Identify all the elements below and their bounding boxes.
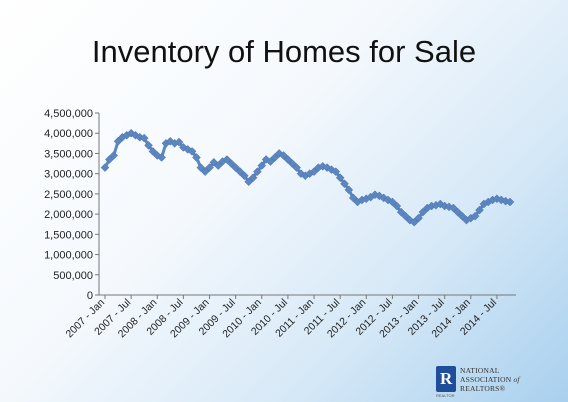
data-point	[235, 167, 245, 176]
data-point	[253, 167, 262, 176]
data-point	[292, 163, 301, 172]
y-tick-label: 1,000,000	[44, 250, 93, 262]
data-point	[335, 173, 345, 183]
logo-mark: R	[440, 369, 453, 388]
data-point	[200, 167, 210, 176]
data-point	[266, 157, 275, 166]
data-point	[148, 147, 158, 156]
data-point	[409, 217, 419, 227]
data-point	[401, 211, 410, 221]
data-point	[344, 185, 354, 195]
data-point	[187, 147, 197, 156]
data-point	[414, 213, 423, 223]
data-point	[287, 159, 297, 168]
data-point	[331, 167, 341, 176]
data-point	[475, 205, 484, 215]
logo-text: NATIONAL ASSOCIATION of REALTORS®	[460, 366, 520, 393]
data-point	[144, 141, 153, 150]
data-point	[105, 155, 114, 164]
logo-line3: REALTORS®	[460, 384, 506, 393]
data-point	[213, 161, 223, 170]
data-point	[348, 193, 358, 203]
logo-line2-suffix: of	[513, 375, 520, 384]
data-point	[222, 155, 232, 164]
y-tick-label: 3,000,000	[44, 169, 93, 181]
data-point	[388, 197, 397, 207]
data-point	[270, 153, 280, 162]
data-point	[192, 153, 201, 162]
data-point	[244, 177, 254, 187]
data-point	[457, 211, 467, 221]
data-point	[505, 197, 515, 207]
logo-line1: NATIONAL	[460, 366, 500, 375]
logo-line2: ASSOCIATION of	[460, 375, 520, 384]
data-point	[174, 137, 184, 147]
realtor-r-icon: R	[436, 366, 456, 392]
data-point	[257, 161, 267, 170]
logo-sub: REALTOR	[436, 393, 455, 398]
data-point	[309, 167, 319, 176]
logo-line2-main: ASSOCIATION	[460, 375, 512, 384]
y-tick-label: 3,500,000	[44, 148, 93, 160]
data-point	[392, 201, 402, 211]
data-point	[109, 151, 119, 160]
chart-title: Inventory of Homes for Sale	[91, 34, 477, 69]
data-point	[248, 173, 258, 183]
data-point	[231, 163, 240, 172]
data-point	[226, 159, 236, 168]
data-point	[453, 207, 463, 217]
data-point	[396, 207, 406, 217]
y-axis-ticks: 0 500,000 1,000,000 1,500,000 2,000,000 2,500…	[44, 108, 99, 302]
data-point	[283, 155, 293, 164]
y-tick-label: 2,500,000	[44, 189, 93, 201]
y-tick-label: 500,000	[53, 270, 93, 282]
y-tick-label: 4,500,000	[44, 108, 93, 120]
data-point	[449, 203, 458, 213]
data-point	[240, 171, 249, 181]
y-tick-label: 0	[87, 290, 93, 302]
data-point	[205, 163, 214, 172]
data-point	[100, 163, 110, 172]
data-point	[340, 179, 349, 189]
nar-logo: R REALTOR NATIONAL ASSOCIATION of REALTO…	[436, 364, 566, 400]
chart-axes	[98, 113, 516, 296]
y-tick-label: 1,500,000	[44, 229, 93, 241]
data-point	[279, 151, 288, 160]
y-tick-label: 2,000,000	[44, 209, 93, 221]
y-tick-label: 4,000,000	[44, 128, 93, 140]
data-point	[196, 163, 206, 172]
data-point	[139, 133, 149, 143]
data-point	[113, 136, 123, 146]
data-point	[470, 211, 480, 221]
data-point	[418, 207, 428, 217]
data-point	[157, 153, 166, 162]
data-series	[100, 128, 515, 227]
